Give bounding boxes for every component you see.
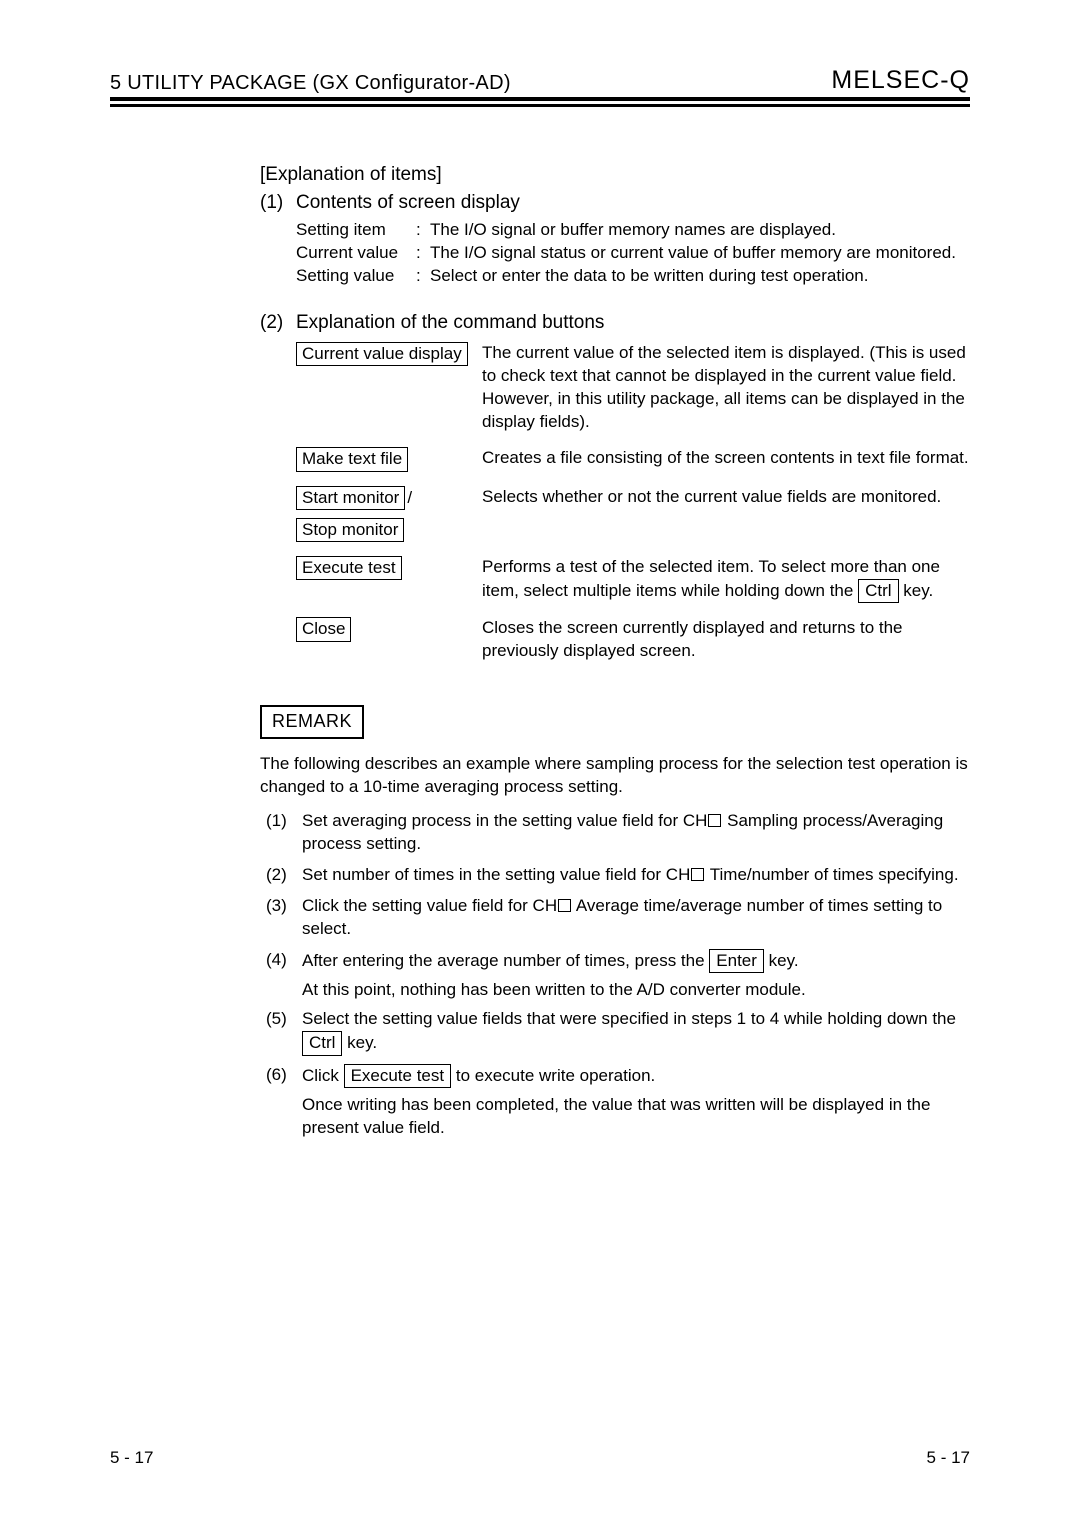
execute-test-button[interactable]: Execute test xyxy=(344,1064,452,1088)
def-text: Select or enter the data to be written d… xyxy=(430,265,970,288)
step-text: After entering the average number of tim… xyxy=(302,949,970,973)
step-num: (1) xyxy=(266,810,302,856)
footer-left: 5 - 17 xyxy=(110,1448,153,1468)
step-6: (6) Click Execute test to execute write … xyxy=(260,1064,970,1088)
step-text-part: Time/number of times specifying. xyxy=(705,865,958,884)
current-value-display-button[interactable]: Current value display xyxy=(296,342,468,366)
command-buttons-table: Current value display The current value … xyxy=(260,342,970,664)
ctrl-key: Ctrl xyxy=(302,1031,342,1055)
body-content: [Explanation of items] (1) Contents of s… xyxy=(110,107,970,1140)
cmd-row-make-text-file: Make text file Creates a file consisting… xyxy=(296,447,970,471)
step-text-part: key. xyxy=(342,1033,377,1052)
step-text-part: key. xyxy=(764,951,799,970)
close-button[interactable]: Close xyxy=(296,617,351,641)
step-text: Click Execute test to execute write oper… xyxy=(302,1064,970,1088)
page-header: 5 UTILITY PACKAGE (GX Configurator-AD) M… xyxy=(110,66,970,95)
cmd-desc: Closes the screen currently displayed an… xyxy=(482,617,970,663)
def-colon: : xyxy=(416,265,430,288)
ctrl-key: Ctrl xyxy=(858,579,898,603)
cmd-row-current-value: Current value display The current value … xyxy=(296,342,970,434)
chapter-title: 5 UTILITY PACKAGE (GX Configurator-AD) xyxy=(110,72,511,95)
step-num: (6) xyxy=(266,1064,302,1088)
section-1-num: (1) xyxy=(260,190,296,216)
def-text: The I/O signal status or current value o… xyxy=(430,242,970,265)
def-label: Setting value xyxy=(296,265,416,288)
header-rule xyxy=(110,97,970,101)
explanation-heading: [Explanation of items] xyxy=(260,162,970,188)
stop-monitor-button[interactable]: Stop monitor xyxy=(296,518,404,542)
footer-right: 5 - 17 xyxy=(927,1448,970,1468)
step-text: Set number of times in the setting value… xyxy=(302,864,970,887)
cmd-row-close: Close Closes the screen currently displa… xyxy=(296,617,970,663)
step-3: (3) Click the setting value field for CH… xyxy=(260,895,970,941)
def-row: Current value : The I/O signal status or… xyxy=(296,242,970,265)
placeholder-square-icon xyxy=(708,814,721,827)
exec-post: key. xyxy=(903,581,933,600)
section-1-defs: Setting item : The I/O signal or buffer … xyxy=(260,219,970,288)
remark-body: The following describes an example where… xyxy=(260,753,970,1140)
step-text: Select the setting value fields that wer… xyxy=(302,1008,970,1055)
step-1: (1) Set averaging process in the setting… xyxy=(260,810,970,856)
def-colon: : xyxy=(416,219,430,242)
step-text: Set averaging process in the setting val… xyxy=(302,810,970,856)
remark-heading: REMARK xyxy=(260,705,364,738)
remark-steps: (1) Set averaging process in the setting… xyxy=(260,810,970,1139)
def-label: Current value xyxy=(296,242,416,265)
step-text-part: to execute write operation. xyxy=(451,1066,655,1085)
def-row: Setting value : Select or enter the data… xyxy=(296,265,970,288)
step-2: (2) Set number of times in the setting v… xyxy=(260,864,970,887)
enter-key: Enter xyxy=(709,949,764,973)
make-text-file-button[interactable]: Make text file xyxy=(296,447,408,471)
section-1-heading: (1) Contents of screen display xyxy=(260,190,970,216)
step-text: Click the setting value field for CH Ave… xyxy=(302,895,970,941)
step-num: (4) xyxy=(266,949,302,973)
cmd-desc: Selects whether or not the current value… xyxy=(482,486,970,543)
step-num: (2) xyxy=(266,864,302,887)
cmd-desc: Creates a file consisting of the screen … xyxy=(482,447,970,471)
step-5: (5) Select the setting value fields that… xyxy=(260,1008,970,1055)
section-2-heading: (2) Explanation of the command buttons xyxy=(260,310,970,336)
brand-label: MELSEC-Q xyxy=(831,66,970,95)
remark-intro: The following describes an example where… xyxy=(260,753,970,799)
step-6-sub: Once writing has been completed, the val… xyxy=(260,1094,970,1140)
step-num: (5) xyxy=(266,1008,302,1055)
slash: / xyxy=(407,488,412,507)
cmd-desc: The current value of the selected item i… xyxy=(482,342,970,434)
step-text-part: Select the setting value fields that wer… xyxy=(302,1009,956,1028)
def-label: Setting item xyxy=(296,219,416,242)
step-num: (3) xyxy=(266,895,302,941)
page-container: 5 UTILITY PACKAGE (GX Configurator-AD) M… xyxy=(0,0,1080,1196)
start-monitor-button[interactable]: Start monitor xyxy=(296,486,405,510)
cmd-row-execute-test: Execute test Performs a test of the sele… xyxy=(296,556,970,603)
placeholder-square-icon xyxy=(558,899,571,912)
step-text-part: After entering the average number of tim… xyxy=(302,951,709,970)
cmd-desc: Performs a test of the selected item. To… xyxy=(482,556,970,603)
section-2-title: Explanation of the command buttons xyxy=(296,310,604,336)
def-row: Setting item : The I/O signal or buffer … xyxy=(296,219,970,242)
page-footer: 5 - 17 5 - 17 xyxy=(110,1448,970,1468)
section-1-title: Contents of screen display xyxy=(296,190,520,216)
def-text: The I/O signal or buffer memory names ar… xyxy=(430,219,970,242)
execute-test-button[interactable]: Execute test xyxy=(296,556,402,580)
step-4: (4) After entering the average number of… xyxy=(260,949,970,973)
step-4-sub: At this point, nothing has been written … xyxy=(260,979,970,1002)
placeholder-square-icon xyxy=(691,868,704,881)
def-colon: : xyxy=(416,242,430,265)
step-text-part: Set number of times in the setting value… xyxy=(302,865,690,884)
section-2-num: (2) xyxy=(260,310,296,336)
cmd-row-monitor: Start monitor/ Stop monitor Selects whet… xyxy=(296,486,970,543)
step-text-part: Set averaging process in the setting val… xyxy=(302,811,707,830)
step-text-part: Click the setting value field for CH xyxy=(302,896,557,915)
step-text-part: Click xyxy=(302,1066,344,1085)
